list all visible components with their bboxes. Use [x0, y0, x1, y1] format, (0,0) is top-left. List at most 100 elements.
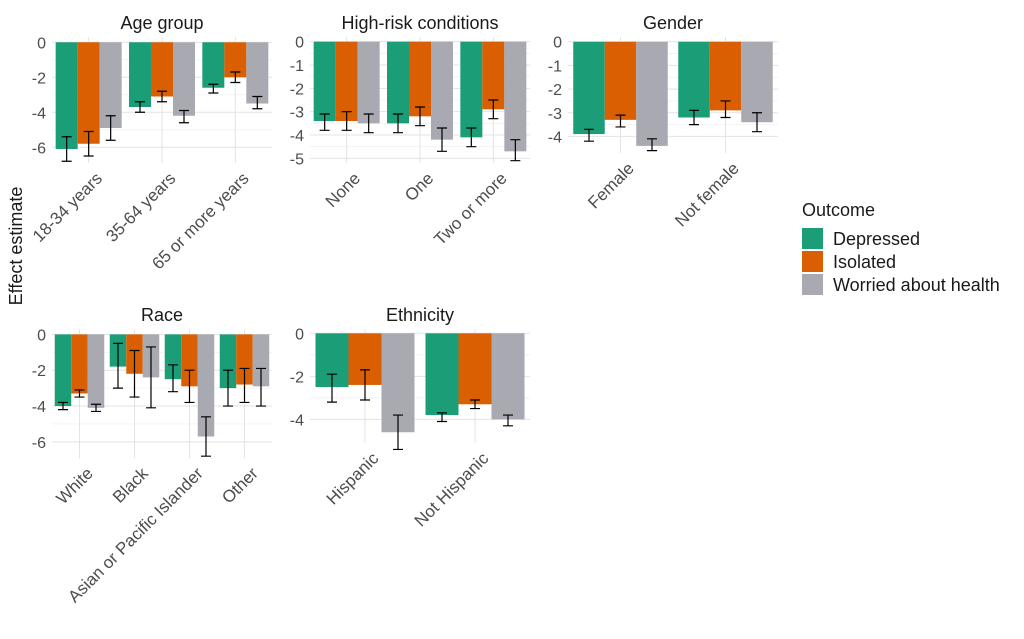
- error-bar-worried-about-health-one: [437, 127, 447, 152]
- bar-depressed-65-or-more-years: [202, 42, 225, 88]
- y-tick-label: -4: [32, 399, 46, 416]
- error-bar-worried-about-health-other: [256, 367, 266, 407]
- y-tick-label: -3: [548, 106, 562, 123]
- error-bar-isolated-18-34-years: [83, 130, 94, 157]
- bar-depressed-none: [313, 41, 336, 121]
- error-bar-isolated-65-or-more-years: [230, 71, 241, 84]
- bar-isolated-white: [71, 334, 88, 394]
- error-bar-isolated-none: [341, 111, 352, 131]
- y-tick-label: -1: [290, 58, 304, 75]
- y-tick-label: -1: [548, 58, 562, 75]
- error-bar-worried-about-health-asian-or-pacific-islander: [201, 416, 211, 457]
- error-bar-isolated-35-64-years: [157, 90, 167, 103]
- error-bar-depressed-asian-or-pacific-islander: [168, 364, 178, 393]
- legend-swatch-worried-about-health: [802, 274, 823, 295]
- panel-title: Gender: [643, 13, 703, 33]
- y-tick-label: -4: [290, 128, 304, 145]
- error-bar-worried-about-health-white: [91, 403, 101, 413]
- bar-isolated-asian-or-pacific-islander: [181, 334, 198, 387]
- error-bar-worried-about-health-hispanic: [393, 414, 403, 451]
- bar-depressed-female: [573, 41, 605, 135]
- bar-isolated-65-or-more-years: [224, 42, 247, 78]
- bar-worried-about-health-two-or-more: [504, 41, 527, 152]
- bar-isolated-18-34-years: [77, 42, 100, 144]
- error-bar-depressed-65-or-more-years: [208, 83, 219, 94]
- bar-worried-about-health-one: [431, 41, 453, 140]
- error-bar-isolated-black: [129, 349, 140, 398]
- bar-isolated-female: [604, 41, 637, 120]
- error-bar-depressed-one: [393, 113, 403, 134]
- legend-label-depressed: Depressed: [833, 229, 920, 249]
- error-bar-depressed-not-female: [689, 109, 699, 126]
- bar-depressed-asian-or-pacific-islander: [164, 334, 182, 380]
- error-bar-isolated-white: [74, 389, 85, 398]
- legend-label-isolated: Isolated: [833, 252, 896, 272]
- error-bar-depressed-other: [223, 369, 233, 407]
- bar-worried-about-health-none: [357, 41, 380, 124]
- error-bar-depressed-hispanic: [327, 373, 337, 403]
- x-category-label: 35-64 years: [102, 169, 179, 246]
- panel-title: High-risk conditions: [341, 13, 498, 33]
- error-bar-depressed-35-64-years: [135, 101, 145, 113]
- error-bar-isolated-asian-or-pacific-islander: [184, 369, 195, 404]
- error-bar-isolated-other: [239, 367, 250, 404]
- error-bar-isolated-not-female: [720, 100, 731, 119]
- bar-depressed-white: [54, 334, 72, 407]
- y-tick-label: 0: [37, 35, 46, 52]
- error-bar-depressed-white: [58, 401, 68, 411]
- error-bar-depressed-black: [113, 342, 123, 389]
- legend-label-worried-about-health: Worried about health: [833, 275, 1000, 295]
- x-category-label: Not Hispanic: [411, 449, 493, 531]
- x-category-label: Two or more: [430, 169, 510, 249]
- y-tick-label: -3: [290, 105, 304, 122]
- error-bar-isolated-female: [615, 114, 626, 128]
- error-bar-isolated-hispanic: [360, 369, 370, 401]
- error-bar-depressed-two-or-more: [466, 127, 477, 148]
- x-category-label: White: [53, 464, 97, 508]
- panel-title: Ethnicity: [386, 305, 454, 325]
- y-tick-label: -2: [290, 369, 304, 386]
- bar-depressed-not-female: [678, 41, 710, 118]
- bar-depressed-two-or-more: [460, 41, 483, 138]
- x-category-label: None: [322, 169, 364, 211]
- panel-gender: 0 -1 -2 -3 -4 Gender Female Not female: [548, 13, 778, 230]
- error-bar-worried-about-health-not-hispanic: [503, 414, 513, 427]
- panel-title: Age group: [120, 13, 203, 33]
- error-bar-depressed-female: [584, 128, 594, 142]
- error-bar-depressed-none: [319, 113, 330, 131]
- x-category-label: Hispanic: [323, 449, 383, 509]
- panel-high-risk-conditions: 0 -1 -2 -3 -4 -5 High-risk conditions None OneTw…: [290, 13, 530, 249]
- y-tick-label: -4: [548, 129, 562, 146]
- error-bar-isolated-one: [415, 106, 425, 127]
- error-bar-isolated-not-hispanic: [470, 399, 480, 410]
- y-tick-label: -2: [548, 82, 562, 99]
- bar-worried-about-health-65-or-more-years: [246, 42, 269, 104]
- error-bar-worried-about-health-35-64-years: [179, 109, 189, 124]
- x-category-label: Other: [218, 464, 262, 508]
- error-bar-worried-about-health-none: [363, 113, 374, 134]
- error-bar-depressed-18-34-years: [61, 136, 72, 162]
- bar-isolated-two-or-more: [482, 41, 505, 110]
- x-category-label: Black: [109, 464, 152, 507]
- y-tick-label: -2: [32, 363, 46, 380]
- panel-title: Race: [141, 305, 183, 325]
- legend-title: Outcome: [802, 200, 875, 220]
- bar-depressed-not-hispanic: [425, 333, 459, 416]
- bar-worried-about-health-not-hispanic: [491, 333, 525, 420]
- error-bar-depressed-not-hispanic: [437, 412, 447, 423]
- y-tick-label: 0: [37, 327, 46, 344]
- bar-worried-about-health-35-64-years: [173, 42, 195, 116]
- bar-worried-about-health-not-female: [741, 41, 773, 123]
- y-tick-label: 0: [295, 35, 304, 52]
- bar-worried-about-health-18-34-years: [99, 42, 122, 128]
- x-category-label: One: [401, 169, 437, 205]
- bar-worried-about-health-other: [252, 334, 270, 387]
- legend: Outcome Depressed Isolated Worried about h…: [802, 200, 1000, 295]
- error-bar-worried-about-health-black: [146, 346, 156, 409]
- bar-depressed-one: [387, 41, 409, 124]
- x-category-label: 18-34 years: [29, 169, 106, 246]
